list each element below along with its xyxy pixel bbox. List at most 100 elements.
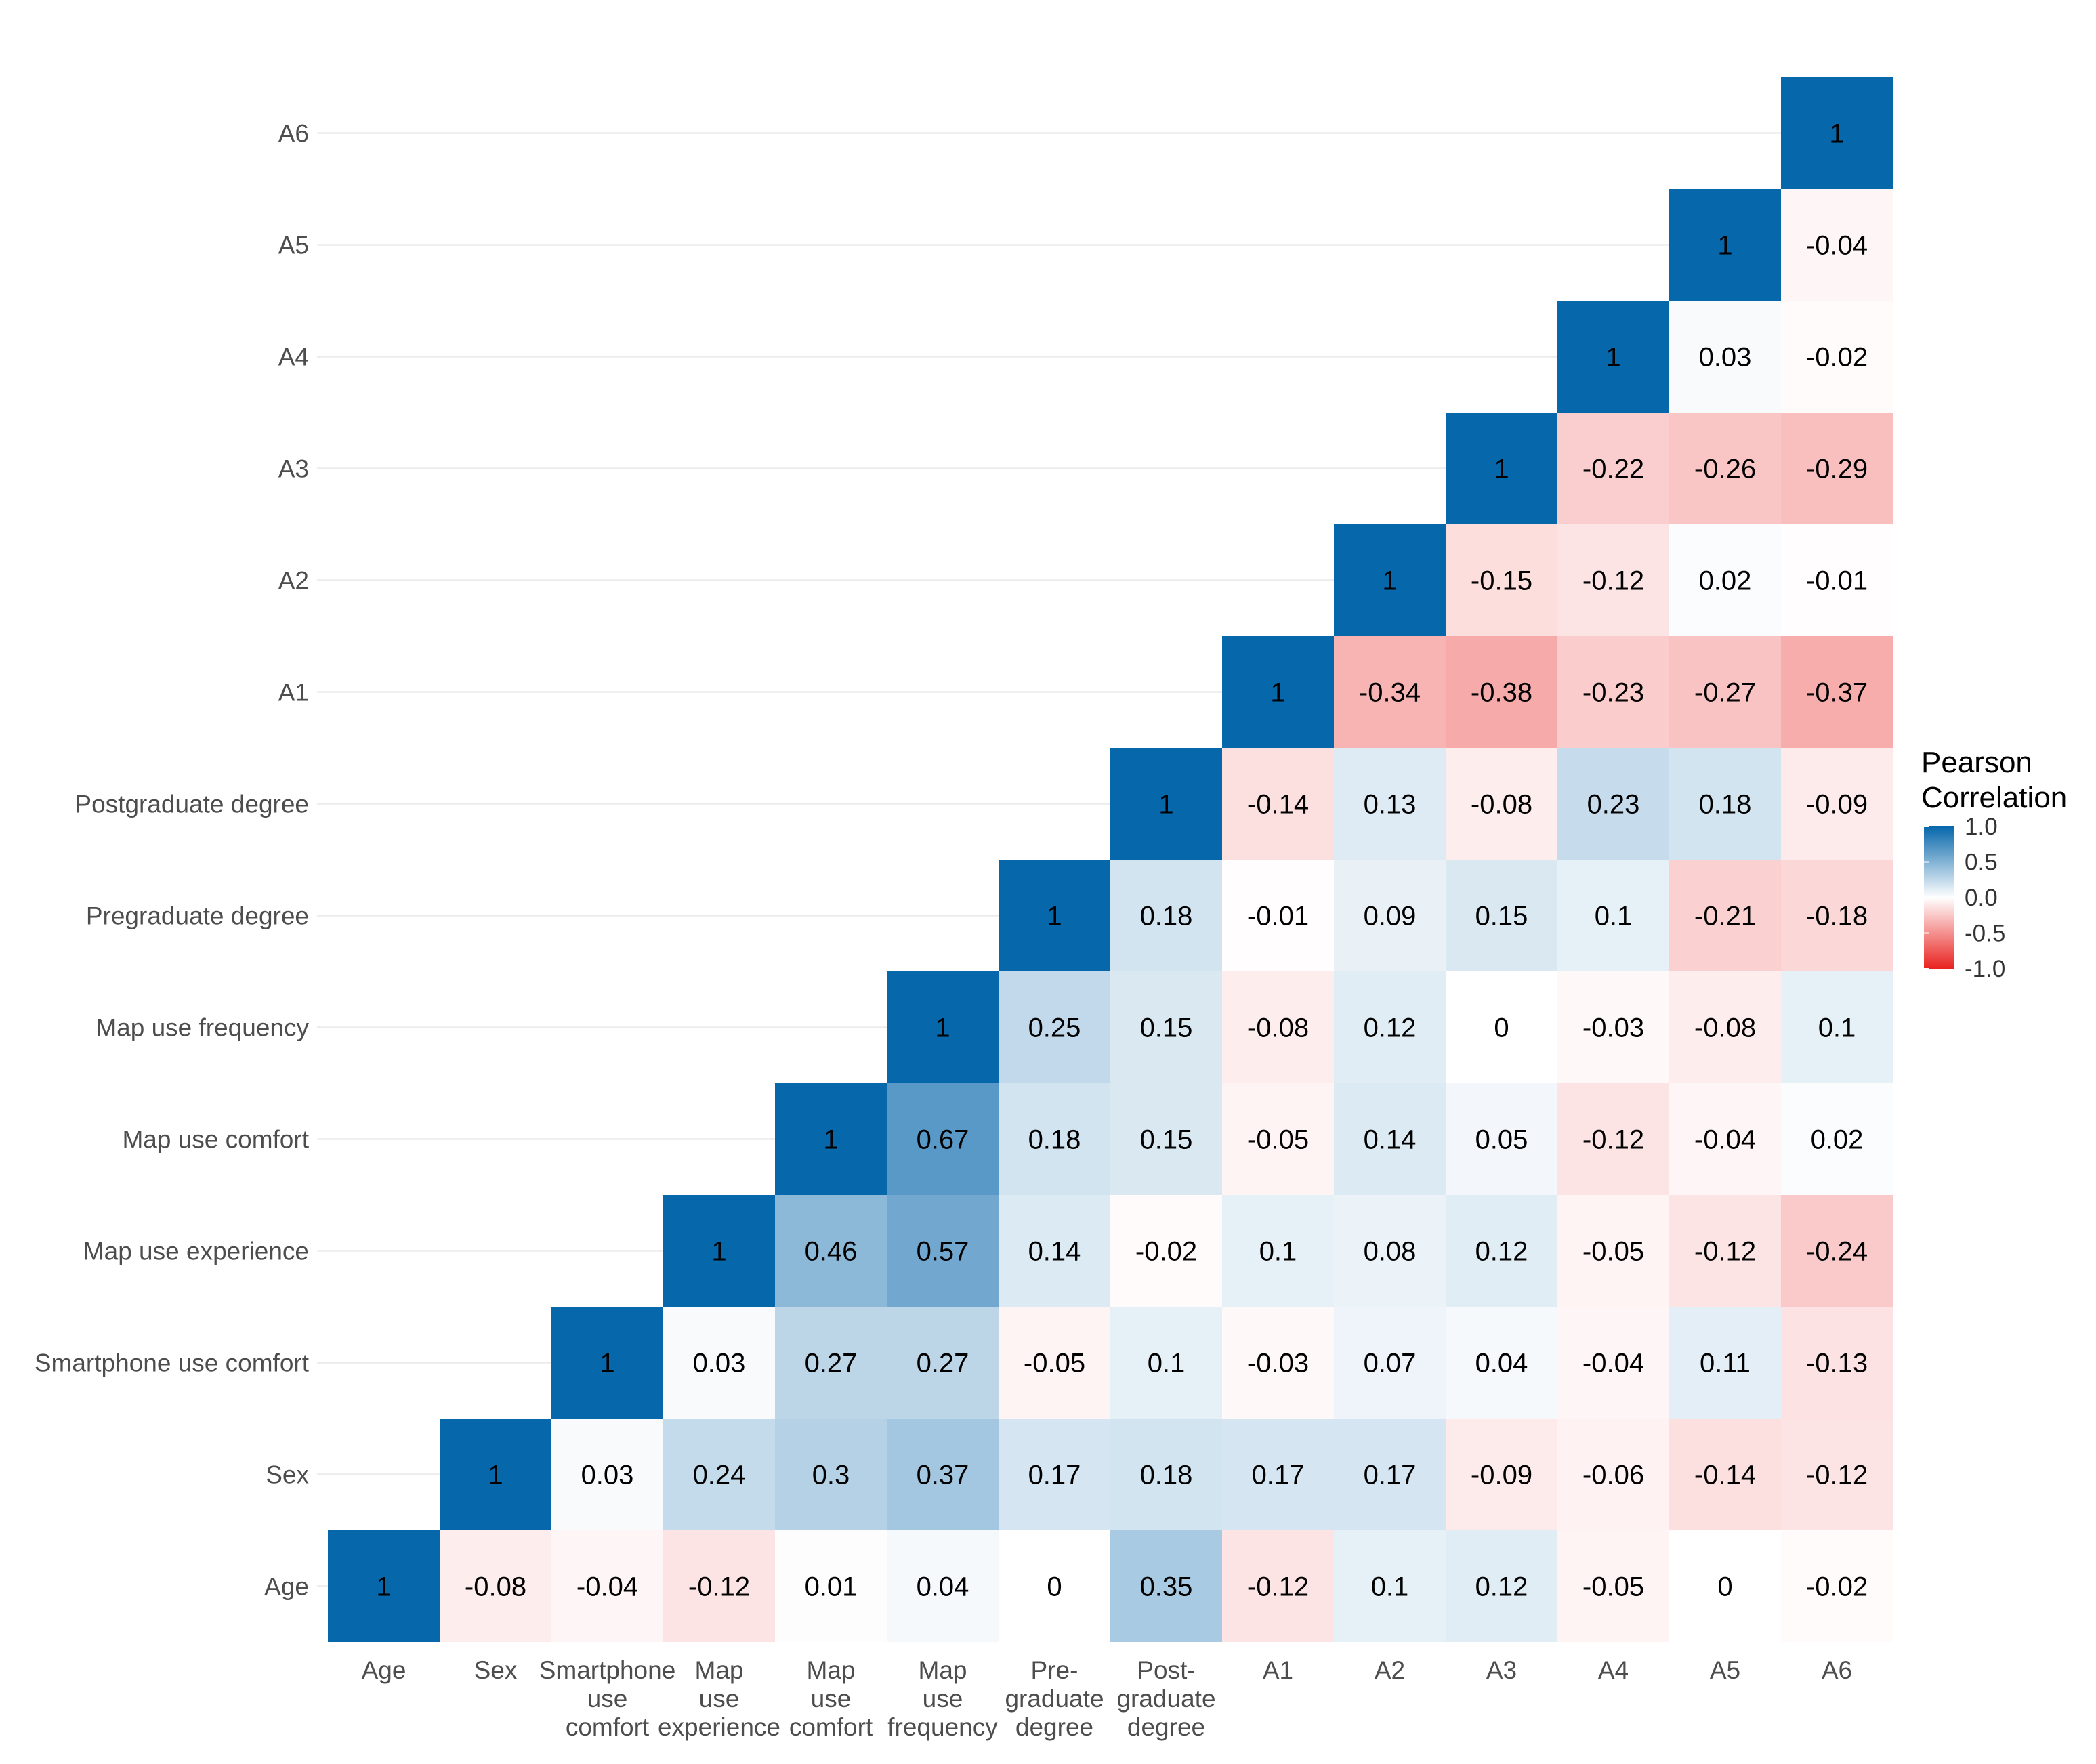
cell-label-6-10: 0.15	[1475, 902, 1528, 931]
cell-label-1-5: 0.37	[917, 1461, 969, 1490]
cell-label-10-12: -0.26	[1694, 455, 1756, 484]
heatmap-cell-6-13	[1781, 860, 1893, 971]
heatmap-cell-2-6	[999, 1307, 1110, 1419]
heatmap-cell-2-2	[551, 1307, 663, 1419]
heatmap-cell-4-7	[1110, 1083, 1222, 1195]
cell-label-2-4: 0.27	[805, 1349, 858, 1379]
heatmap-cell-6-12	[1669, 860, 1781, 971]
y-tick-label-5: Map use frequency	[96, 1014, 309, 1042]
heatmap-cell-10-12	[1669, 413, 1781, 524]
x-tick-label-11: A4	[1598, 1656, 1629, 1684]
heatmap-cell-7-10	[1446, 748, 1557, 860]
heatmap-cell-9-12	[1669, 524, 1781, 636]
cell-label-0-1: -0.08	[465, 1572, 526, 1602]
cell-label-8-9: -0.34	[1359, 678, 1421, 708]
cell-label-5-9: 0.12	[1364, 1013, 1417, 1043]
heatmap-cell-2-8	[1222, 1307, 1334, 1419]
x-tick-label-5: Map use frequency	[887, 1656, 998, 1741]
cell-label-2-3: 0.03	[693, 1349, 746, 1379]
heatmap-cell-9-9	[1334, 524, 1446, 636]
cell-label-3-3: 1	[711, 1237, 726, 1267]
cell-label-4-10: 0.05	[1475, 1125, 1528, 1155]
cell-label-2-12: 0.11	[1700, 1349, 1751, 1379]
heatmap-cell-7-9	[1334, 748, 1446, 860]
cell-label-5-10: 0	[1494, 1013, 1509, 1043]
cell-label-1-10: -0.09	[1471, 1461, 1532, 1490]
legend-tick-label-1: 0.5	[1965, 849, 1998, 876]
cell-label-2-5: 0.27	[917, 1349, 969, 1379]
heatmap-cell-0-9	[1334, 1530, 1446, 1642]
cell-label-2-2: 1	[600, 1349, 614, 1379]
heatmap-cell-8-10	[1446, 636, 1557, 748]
heatmap-cell-1-2	[551, 1419, 663, 1530]
cell-label-3-7: -0.02	[1135, 1237, 1197, 1267]
legend-title-line-0: Pearson	[1921, 746, 2032, 779]
y-tick-label-12: A5	[278, 232, 309, 259]
heatmap-cell-11-12	[1669, 301, 1781, 413]
heatmap-cell-8-13	[1781, 636, 1893, 748]
cell-label-13-13: 1	[1829, 119, 1844, 149]
cell-label-6-7: 0.18	[1140, 902, 1193, 931]
cell-label-0-0: 1	[376, 1572, 391, 1602]
heatmap-cell-3-9	[1334, 1195, 1446, 1307]
heatmap-cell-0-10	[1446, 1530, 1557, 1642]
heatmap-cell-2-10	[1446, 1307, 1557, 1419]
cell-label-5-8: -0.08	[1247, 1013, 1309, 1043]
cell-label-5-6: 0.25	[1028, 1013, 1081, 1043]
x-tick-label-3: Map use experience	[658, 1656, 780, 1741]
cell-label-0-12: 0	[1717, 1572, 1732, 1602]
heatmap-cell-13-13	[1781, 77, 1893, 189]
y-tick-label-11: A4	[278, 343, 309, 371]
cell-label-0-11: -0.05	[1583, 1572, 1644, 1602]
cell-label-1-8: 0.17	[1252, 1461, 1305, 1490]
heatmap-cell-3-5	[887, 1195, 999, 1307]
heatmap-cell-8-9	[1334, 636, 1446, 748]
heatmap-cell-3-4	[775, 1195, 887, 1307]
cell-label-9-12: 0.02	[1699, 566, 1752, 596]
cell-label-2-11: -0.04	[1583, 1349, 1644, 1379]
heatmap-cell-0-0	[328, 1530, 440, 1642]
x-tick-label-10: A3	[1486, 1656, 1517, 1684]
cell-label-2-13: -0.13	[1806, 1349, 1868, 1379]
cell-label-4-9: 0.14	[1364, 1125, 1417, 1155]
heatmap-cell-2-4	[775, 1307, 887, 1419]
x-tick-label-12: A5	[1710, 1656, 1740, 1684]
cell-label-8-8: 1	[1270, 678, 1285, 708]
y-tick-label-13: A6	[278, 120, 309, 148]
legend-tick-label-4: -1.0	[1965, 956, 2005, 982]
heatmap-cell-9-13	[1781, 524, 1893, 636]
heatmap-cell-5-12	[1669, 971, 1781, 1083]
heatmap-cell-2-12	[1669, 1307, 1781, 1419]
cell-label-7-11: 0.23	[1587, 790, 1640, 820]
cell-label-3-5: 0.57	[917, 1237, 969, 1267]
heatmap-cell-2-7	[1110, 1307, 1222, 1419]
heatmap-cell-9-11	[1557, 524, 1669, 636]
heatmap-cell-3-12	[1669, 1195, 1781, 1307]
heatmap-cell-7-7	[1110, 748, 1222, 860]
cell-label-1-11: -0.06	[1583, 1461, 1644, 1490]
heatmap-cell-1-11	[1557, 1419, 1669, 1530]
heatmap-cell-7-11	[1557, 748, 1669, 860]
heatmap-cell-7-8	[1222, 748, 1334, 860]
y-tick-label-7: Postgraduate degree	[75, 791, 309, 818]
heatmap-cell-1-9	[1334, 1419, 1446, 1530]
heatmap-cell-6-6	[999, 860, 1110, 971]
cell-label-7-9: 0.13	[1364, 790, 1417, 820]
cell-label-4-12: -0.04	[1694, 1125, 1756, 1155]
heatmap-cell-10-13	[1781, 413, 1893, 524]
cell-label-9-9: 1	[1382, 566, 1397, 596]
cell-label-3-8: 0.1	[1259, 1237, 1297, 1267]
heatmap-cell-0-11	[1557, 1530, 1669, 1642]
cell-label-1-12: -0.14	[1694, 1461, 1756, 1490]
heatmap-cell-0-2	[551, 1530, 663, 1642]
cell-label-0-10: 0.12	[1475, 1572, 1528, 1602]
cell-label-5-5: 1	[935, 1013, 950, 1043]
cell-label-9-11: -0.12	[1583, 566, 1644, 596]
cell-label-6-8: -0.01	[1247, 902, 1309, 931]
heatmap-cell-0-8	[1222, 1530, 1334, 1642]
cell-label-4-6: 0.18	[1028, 1125, 1081, 1155]
heatmap-cell-2-13	[1781, 1307, 1893, 1419]
cell-label-0-4: 0.01	[805, 1572, 858, 1602]
cell-label-2-9: 0.07	[1364, 1349, 1417, 1379]
